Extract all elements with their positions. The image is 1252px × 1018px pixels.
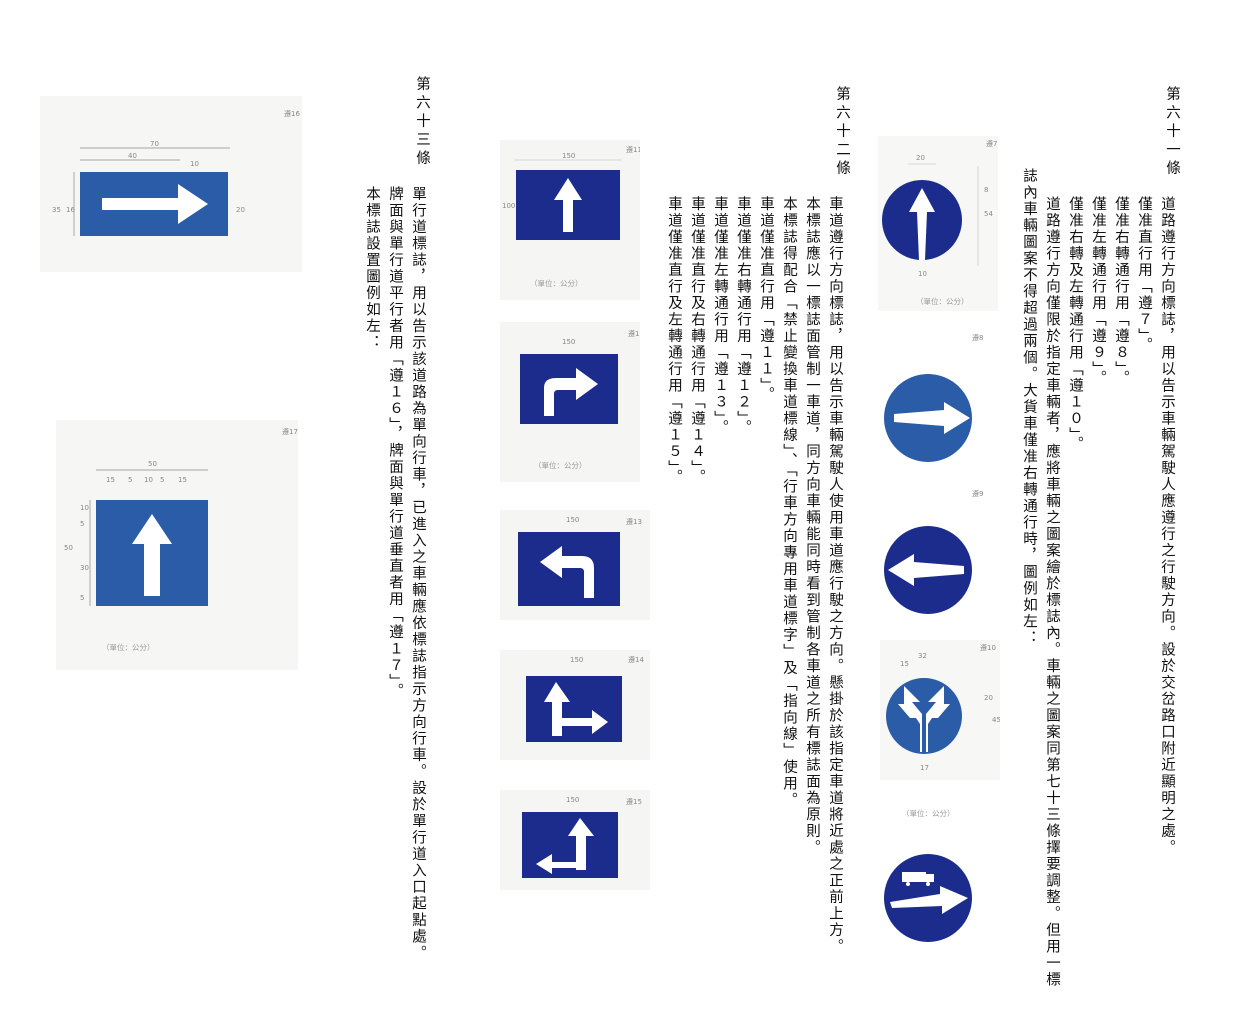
svg-text:5: 5 bbox=[128, 476, 132, 484]
article-63-line-1: 單行道標誌，用以告示該道路為單向行車，已進入之車輛應依標誌指示方向行車。設於單行… bbox=[410, 186, 426, 962]
sign-z13: 遵13 150 bbox=[500, 510, 650, 620]
svg-text:10: 10 bbox=[144, 476, 153, 484]
article-62-line-6: 車道僅准左轉通行用「遵１３」。 bbox=[712, 196, 728, 437]
article-62-line-4: 車道僅准直行用「遵１１」。 bbox=[758, 196, 774, 404]
svg-text:45: 45 bbox=[992, 716, 1000, 724]
sign-z11-code: 遵11 bbox=[626, 145, 640, 154]
svg-text:150: 150 bbox=[566, 796, 579, 804]
sign-z11-unit: （單位：公分） bbox=[530, 279, 583, 288]
sign-z17-unit: （單位：公分） bbox=[102, 643, 155, 652]
sign-z7-unit: （單位：公分） bbox=[916, 297, 969, 306]
article-62-line-1: 車道遵行方向標誌，用以告示車輛駕駛人使用車道應行駛之方向。懸掛於該指定車道將近處… bbox=[827, 196, 843, 955]
svg-text:150: 150 bbox=[566, 516, 579, 524]
sign-z9-code: 遵9 bbox=[972, 489, 983, 498]
sign-z10-unit: （單位：公分） bbox=[902, 809, 955, 818]
sign-z8-code: 遵8 bbox=[972, 333, 983, 342]
svg-text:10: 10 bbox=[918, 270, 927, 278]
article-63-title: 第六十三條 bbox=[414, 76, 430, 169]
article-62-line-3: 本標誌得配合「禁止變換車道標線」、「行車方向專用車道標字」及「指向線」使用。 bbox=[781, 196, 797, 809]
article-63-body: 單行道標誌，用以告示該道路為單向行車，已進入之車輛應依標誌指示方向行車。設於單行… bbox=[360, 186, 429, 962]
article-62-line-2: 本標誌應以一標誌面管制一車道，同方向車輛能同時看到管制各車道之所有標誌面為原則。 bbox=[804, 196, 820, 856]
svg-text:10: 10 bbox=[80, 504, 89, 512]
sign-z15: 遵15 150 bbox=[500, 790, 650, 890]
svg-text:150: 150 bbox=[562, 152, 575, 160]
svg-text:15: 15 bbox=[178, 476, 187, 484]
svg-text:5: 5 bbox=[80, 520, 84, 528]
sign-z11: 遵11 150 100 （單位：公分） bbox=[500, 140, 640, 300]
svg-text:5: 5 bbox=[160, 476, 164, 484]
svg-text:20: 20 bbox=[984, 694, 993, 702]
sign-z13-code: 遵13 bbox=[626, 517, 642, 526]
svg-text:8: 8 bbox=[984, 186, 988, 194]
article-61-line-2: 僅准直行用「遵７」。 bbox=[1136, 196, 1152, 354]
article-61-line-6: 道路遵行方向僅限於指定車輛者，應將車輛之圖案繪於標誌內。車輛之圖案同第七十三條擇… bbox=[1044, 196, 1060, 988]
svg-text:20: 20 bbox=[916, 154, 925, 162]
article-63-line-2: 牌面與單行道平行者用「遵１６」，牌面與單行道垂直者用「遵１７」。 bbox=[387, 186, 403, 700]
svg-text:70: 70 bbox=[150, 140, 159, 148]
svg-text:100: 100 bbox=[502, 202, 515, 210]
sign-z17: 遵17 50 15 5 10 5 15 10 5 30 5 50 （單位：公分） bbox=[56, 420, 298, 670]
article-61-body: 道路遵行方向標誌，用以告示車輛駕駛人應遵行之行駛方向。設於交岔路口附近顯明之處。… bbox=[1017, 168, 1178, 988]
sign-z7: 遵7 20 8 54 10 （單位：公分） bbox=[878, 136, 998, 311]
sign-z12-unit: （單位：公分） bbox=[534, 461, 587, 470]
article-61-line-7: 誌內車輛圖案不得超過兩個。大貨車僅准右轉通行時，圖例如左： bbox=[1021, 168, 1037, 647]
sign-z16-code: 遵16 bbox=[284, 109, 300, 118]
sign-z14: 遵14 150 bbox=[500, 650, 650, 760]
svg-text:32: 32 bbox=[918, 652, 927, 660]
svg-text:30: 30 bbox=[80, 564, 89, 572]
sign-z10-code: 遵10 bbox=[980, 643, 996, 652]
svg-text:16: 16 bbox=[66, 206, 75, 214]
article-62-body: 車道遵行方向標誌，用以告示車輛駕駛人使用車道應行駛之方向。懸掛於該指定車道將近處… bbox=[662, 196, 846, 955]
sign-z12-code: 遵12 bbox=[628, 329, 640, 338]
article-62-line-8: 車道僅准直行及左轉通行用「遵１５」。 bbox=[666, 196, 682, 486]
svg-text:17: 17 bbox=[920, 764, 929, 772]
svg-text:10: 10 bbox=[190, 160, 199, 168]
svg-text:20: 20 bbox=[236, 206, 245, 214]
sign-z8: 遵8 bbox=[880, 330, 990, 466]
svg-text:150: 150 bbox=[570, 656, 583, 664]
article-62-line-5: 車道僅准右轉通行用「遵１２」。 bbox=[735, 196, 751, 437]
article-61-line-4: 僅准左轉通行用「遵９」。 bbox=[1090, 196, 1106, 387]
sign-z7-code: 遵7 bbox=[986, 139, 997, 148]
article-61-line-5: 僅准右轉及左轉通行用「遵１０」。 bbox=[1067, 196, 1083, 453]
sign-z16: 遵16 70 40 10 35 16 20 bbox=[40, 96, 302, 272]
article-62-title: 第六十二條 bbox=[834, 86, 850, 179]
svg-text:50: 50 bbox=[64, 544, 73, 552]
sign-z9: 遵9 bbox=[880, 486, 990, 616]
sign-z15-code: 遵15 bbox=[626, 797, 642, 806]
article-61-title: 第六十一條 bbox=[1164, 86, 1180, 179]
svg-text:15: 15 bbox=[900, 660, 909, 668]
article-62-line-7: 車道僅准直行及右轉通行用「遵１４」。 bbox=[689, 196, 705, 486]
svg-text:15: 15 bbox=[106, 476, 115, 484]
sign-z12: 遵12 150 （單位：公分） bbox=[500, 322, 640, 482]
svg-text:40: 40 bbox=[128, 152, 137, 160]
article-61-line-1: 道路遵行方向標誌，用以告示車輛駕駛人應遵行之行駛方向。設於交岔路口附近顯明之處。 bbox=[1159, 196, 1175, 856]
sign-z17-code: 遵17 bbox=[282, 427, 298, 436]
svg-text:5: 5 bbox=[80, 594, 84, 602]
sign-z14-code: 遵14 bbox=[628, 655, 644, 664]
svg-text:54: 54 bbox=[984, 210, 993, 218]
article-63-line-3: 本標誌設置圖例如左： bbox=[364, 186, 380, 351]
sign-truck-right bbox=[880, 850, 980, 950]
svg-text:50: 50 bbox=[148, 460, 157, 468]
article-61-line-3: 僅准右轉通行用「遵８」。 bbox=[1113, 196, 1129, 387]
sign-z10: 遵10 32 15 20 45 17 （單位：公分） bbox=[880, 640, 1000, 820]
svg-text:150: 150 bbox=[562, 338, 575, 346]
svg-text:35: 35 bbox=[52, 206, 61, 214]
